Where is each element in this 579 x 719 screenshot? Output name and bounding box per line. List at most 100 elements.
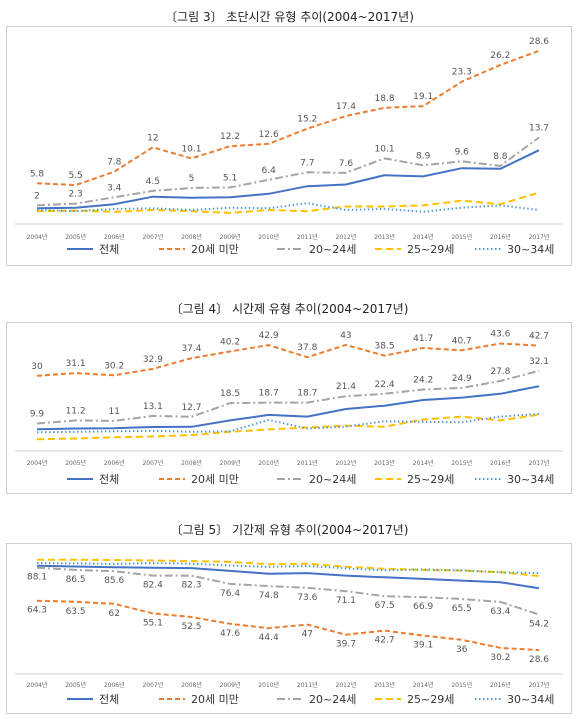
series-line [36, 369, 540, 425]
data-label: 28.6 [529, 37, 549, 47]
x-tick-label: 2017년 [529, 459, 550, 467]
x-tick-label: 2004년 [27, 233, 48, 241]
data-label: 39.7 [336, 640, 356, 650]
legend-item: 20~24세 [277, 693, 356, 706]
x-tick-label: 2012년 [336, 459, 357, 467]
series-line [36, 136, 540, 207]
data-label: 5.8 [30, 169, 45, 179]
series-line [36, 413, 540, 441]
x-tick-label: 2005년 [65, 459, 86, 467]
chart-5-title: 〔그림 5〕 기간제 유형 추이(2004~2017년) [170, 523, 409, 537]
x-tick-label: 2011년 [297, 459, 318, 467]
data-label: 52.5 [181, 622, 201, 632]
data-label: 36 [456, 645, 468, 655]
data-label: 63.4 [490, 607, 510, 617]
data-label: 73.6 [297, 593, 317, 603]
data-label: 82.4 [143, 581, 163, 591]
data-label: 30 [31, 362, 43, 372]
chart-3-title: 〔그림 3〕 초단시간 유형 추이(2004~2017년) [165, 10, 414, 24]
data-label: 43 [340, 331, 351, 341]
legend-label: 20~24세 [309, 693, 356, 706]
legend-item: 20세 미만 [159, 693, 239, 706]
chart-3: 2004년 2005년 2006년 2007년 2008년 2009년 2010년 2011년… [15, 37, 563, 256]
x-tick-label: 2012년 [336, 681, 357, 689]
x-tick-label: 2013년 [374, 233, 395, 241]
legend-label: 25~29세 [407, 243, 454, 256]
x-tick-label: 2007년 [142, 681, 163, 689]
x-tick-label: 2011년 [297, 681, 318, 689]
x-tick-label: 2017년 [529, 233, 550, 241]
x-tick-label: 2008년 [181, 459, 202, 467]
legend-item: 30~34세 [475, 473, 554, 486]
data-label: 37.8 [297, 343, 317, 353]
data-label: 31.1 [66, 359, 86, 369]
series-line [36, 558, 540, 577]
x-tick-label: 2016년 [490, 681, 511, 689]
legend-item: 전체 [67, 693, 119, 706]
data-label: 18.8 [375, 94, 395, 104]
data-label: 12 [147, 133, 158, 143]
legend-label: 25~29세 [407, 473, 454, 486]
data-label: 10.1 [375, 144, 395, 154]
data-label: 32.1 [529, 357, 549, 367]
data-label: 62 [109, 609, 120, 619]
data-label: 5 [189, 174, 195, 184]
series-line [36, 566, 540, 616]
data-label: 67.5 [375, 601, 395, 611]
data-label: 10.1 [181, 144, 201, 154]
data-label: 27.8 [490, 367, 510, 377]
data-label: 37.4 [181, 344, 201, 354]
series-line [36, 599, 540, 652]
data-label: 28.6 [529, 655, 549, 665]
series-line [36, 385, 540, 431]
data-label: 40.2 [220, 338, 240, 348]
series-line [36, 564, 540, 590]
x-tick-label: 2010년 [258, 459, 279, 467]
data-label: 7.6 [339, 159, 354, 169]
legend-label: 30~34세 [507, 693, 554, 706]
chart-3-panel: 2004년 2005년 2006년 2007년 2008년 2009년 2010년 2011년… [6, 26, 572, 266]
data-label: 64.3 [27, 606, 47, 616]
series-line [36, 412, 540, 434]
data-label: 66.9 [413, 602, 433, 612]
data-label: 24.9 [452, 374, 472, 384]
data-label: 30.2 [490, 653, 510, 663]
legend-label: 30~34세 [507, 473, 554, 486]
data-label: 41.7 [413, 334, 433, 344]
x-tick-label: 2006년 [104, 233, 125, 241]
data-label: 65.5 [452, 604, 472, 614]
x-tick-label: 2013년 [374, 459, 395, 467]
legend-item: 30~34세 [475, 243, 554, 256]
data-label: 82.3 [181, 581, 201, 591]
data-label: 2 [34, 191, 40, 201]
data-label: 74.8 [259, 591, 279, 601]
series-line [36, 149, 540, 210]
data-label: 38.5 [375, 342, 395, 352]
x-tick-label: 2016년 [490, 459, 511, 467]
x-tick-label: 2007년 [142, 233, 163, 241]
legend-item: 20세 미만 [159, 473, 239, 486]
x-tick-label: 2013년 [374, 681, 395, 689]
legend-label: 전체 [99, 243, 119, 256]
x-tick-label: 2004년 [27, 459, 48, 467]
data-label: 42.9 [259, 331, 279, 341]
data-label: 47 [302, 630, 313, 640]
legend-item: 20~24세 [277, 473, 356, 486]
data-label: 12.6 [259, 130, 279, 140]
data-label: 9.6 [455, 147, 470, 157]
data-label: 11 [109, 407, 120, 417]
data-label: 19.1 [413, 92, 433, 102]
data-label: 63.5 [66, 607, 86, 617]
x-tick-label: 2008년 [181, 681, 202, 689]
data-label: 71.1 [336, 596, 356, 606]
series-line [36, 191, 540, 214]
data-label: 11.2 [66, 406, 86, 416]
x-tick-label: 2007년 [142, 459, 163, 467]
legend-label: 20세 미만 [191, 693, 239, 706]
data-label: 42.7 [375, 636, 395, 646]
data-label: 8.9 [416, 151, 431, 161]
data-label: 13.1 [143, 402, 163, 412]
legend-item: 25~29세 [375, 243, 454, 256]
x-tick-label: 2014년 [413, 681, 434, 689]
data-label: 42.7 [529, 332, 549, 342]
